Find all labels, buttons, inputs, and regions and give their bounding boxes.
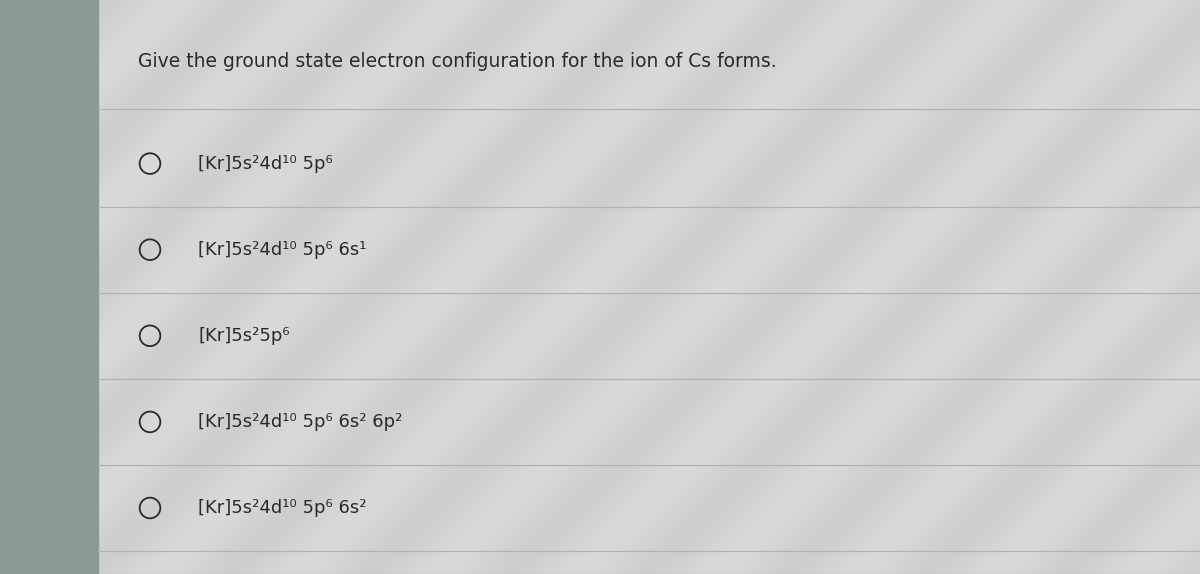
Text: [Kr]5s²4d¹⁰ 5p⁶ 6s¹: [Kr]5s²4d¹⁰ 5p⁶ 6s¹ [198,241,366,259]
Text: Give the ground state electron configuration for the ion of Cs forms.: Give the ground state electron configura… [138,52,776,71]
Text: [Kr]5s²4d¹⁰ 5p⁶ 6s² 6p²: [Kr]5s²4d¹⁰ 5p⁶ 6s² 6p² [198,413,402,431]
Bar [0,0,98,574]
Text: [Kr]5s²4d¹⁰ 5p⁶: [Kr]5s²4d¹⁰ 5p⁶ [198,154,332,173]
Text: [Kr]5s²5p⁶: [Kr]5s²5p⁶ [198,327,289,345]
Text: [Kr]5s²4d¹⁰ 5p⁶ 6s²: [Kr]5s²4d¹⁰ 5p⁶ 6s² [198,499,366,517]
Bar [98,0,1200,109]
